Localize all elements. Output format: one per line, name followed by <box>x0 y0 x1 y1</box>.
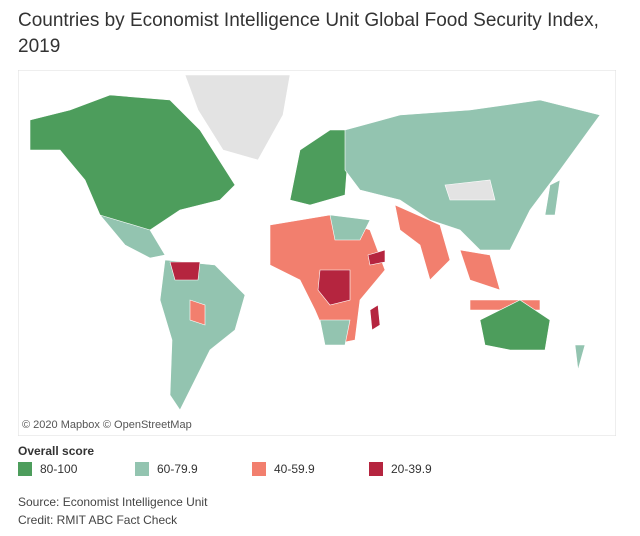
europe <box>289 129 351 206</box>
greenland <box>184 74 291 161</box>
legend-item: 80-100 <box>18 462 77 476</box>
legend-label: 20-39.9 <box>391 462 432 476</box>
legend-swatch <box>369 462 383 476</box>
source: Source: Economist Intelligence Unit <box>18 495 208 509</box>
legend-swatch <box>18 462 32 476</box>
southern-africa <box>319 319 351 346</box>
japan <box>544 179 561 216</box>
australia <box>479 299 551 351</box>
north-africa <box>329 214 371 241</box>
north-america <box>29 94 236 231</box>
title: Countries by Economist Intelligence Unit… <box>18 10 599 57</box>
south-america <box>159 259 246 411</box>
legend-label: 80-100 <box>40 462 78 476</box>
legend-item: 60-79.9 <box>135 462 198 476</box>
legend-item: 40-59.9 <box>252 462 315 476</box>
legend-item: 20-39.9 <box>369 462 432 476</box>
legend-label: 40-59.9 <box>274 462 315 476</box>
bolivia <box>189 299 206 326</box>
asia <box>344 99 601 251</box>
map: © 2020 Mapbox © OpenStreetMap <box>18 70 616 436</box>
legend-label: 60-79.9 <box>157 462 198 476</box>
map-attribution: © 2020 Mapbox © OpenStreetMap <box>22 419 192 431</box>
central-america <box>99 214 166 259</box>
yemen <box>367 249 386 266</box>
south-asia <box>394 204 451 281</box>
legend-swatch <box>135 462 149 476</box>
central-africa <box>317 269 351 306</box>
southeast-asia <box>459 249 501 291</box>
venezuela <box>169 261 201 281</box>
legend-swatch <box>252 462 266 476</box>
madagascar <box>369 304 381 331</box>
mongolia <box>444 179 496 201</box>
credit: Credit: RMIT ABC Fact Check <box>18 513 178 527</box>
new-zealand <box>574 344 586 371</box>
legend-title: Overall score <box>18 444 95 458</box>
